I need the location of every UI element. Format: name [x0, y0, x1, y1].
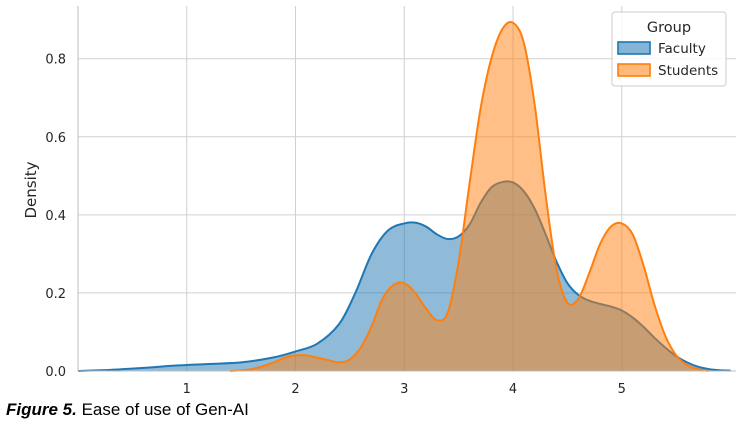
area-fill-students	[230, 22, 709, 372]
x-tick-label: 1	[183, 382, 191, 397]
x-tick-label: 2	[291, 382, 299, 397]
density-line-students	[230, 21, 709, 372]
legend-label-students: Students	[658, 63, 718, 79]
x-tick-labels: 1 2 3 4 5	[183, 382, 626, 397]
axes	[77, 6, 736, 372]
y-tick-label: 0.4	[45, 209, 66, 224]
legend-swatch-students	[617, 63, 651, 77]
x-tick-label: 5	[618, 382, 626, 397]
legend-label-faculty: Faculty	[658, 41, 706, 57]
x-tick-label: 3	[400, 382, 408, 397]
x-tick-label: 4	[509, 382, 517, 397]
y-tick-label: 0.0	[45, 365, 66, 380]
y-tick-label: 0.8	[45, 53, 66, 68]
figure-caption: Figure 5. Ease of use of Gen-AI	[6, 400, 249, 420]
legend-title: Group	[647, 20, 691, 36]
legend: Group Faculty Students	[611, 11, 727, 87]
caption-text: Ease of use of Gen-AI	[76, 400, 249, 419]
legend-swatch-faculty	[617, 41, 651, 55]
y-tick-label: 0.2	[45, 287, 66, 302]
caption-label: Figure 5.	[6, 400, 77, 419]
y-tick-labels: 0.0 0.2 0.4 0.6 0.8	[45, 53, 66, 380]
series-areas	[77, 21, 731, 372]
y-tick-label: 0.6	[45, 131, 66, 146]
y-axis-label: Density	[22, 161, 40, 218]
